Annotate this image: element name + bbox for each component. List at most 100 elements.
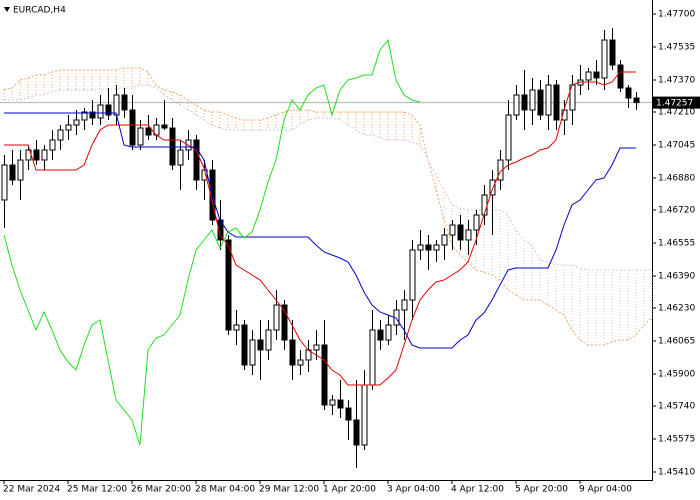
candle-body bbox=[361, 384, 368, 446]
candle-body bbox=[489, 179, 496, 196]
candle-body bbox=[121, 94, 128, 111]
candle-body bbox=[401, 299, 408, 311]
y-tick-label: 1.47700 bbox=[658, 10, 695, 20]
candle-body bbox=[505, 114, 512, 161]
x-tick-label: 9 Apr 04:00 bbox=[579, 485, 632, 495]
candle-body bbox=[633, 97, 640, 104]
chart-title: EURCAD,H4 bbox=[13, 6, 66, 16]
candle-body bbox=[57, 129, 64, 141]
candle-body bbox=[297, 359, 304, 366]
x-tick-label: 29 Mar 12:00 bbox=[259, 485, 319, 495]
candle-body bbox=[161, 124, 168, 129]
candle-body bbox=[545, 84, 552, 116]
candle-body bbox=[441, 234, 448, 246]
candle-body bbox=[105, 104, 112, 116]
indicator-line bbox=[3, 38, 421, 446]
candle-body bbox=[553, 84, 560, 121]
candle-body bbox=[193, 139, 200, 181]
candle-body bbox=[81, 111, 88, 121]
candle-body bbox=[289, 339, 296, 366]
candle-body bbox=[329, 399, 336, 406]
candle-body bbox=[249, 339, 256, 366]
candle-body bbox=[321, 344, 328, 406]
y-tick-label: 1.46720 bbox=[658, 206, 695, 216]
x-tick-label: 26 Mar 20:00 bbox=[131, 485, 191, 495]
candle-body bbox=[369, 329, 376, 386]
candle-body bbox=[593, 71, 600, 79]
candle-body bbox=[513, 94, 520, 116]
candle-body bbox=[113, 94, 120, 116]
y-tick-label: 1.46390 bbox=[658, 272, 695, 282]
y-tick-label: 1.47535 bbox=[658, 43, 695, 53]
y-tick-label: 1.45575 bbox=[658, 435, 695, 445]
y-tick-label: 1.45740 bbox=[658, 402, 695, 412]
candle-body bbox=[313, 344, 320, 351]
candle-body bbox=[529, 89, 536, 111]
candle-body bbox=[345, 407, 352, 421]
x-tick-label: 5 Apr 20:00 bbox=[515, 485, 568, 495]
candle-body bbox=[1, 164, 8, 201]
candle-body bbox=[473, 214, 480, 231]
y-tick-label: 1.47210 bbox=[658, 108, 695, 118]
candle-body bbox=[425, 244, 432, 251]
x-tick-label: 28 Mar 04:00 bbox=[195, 485, 255, 495]
candle-body bbox=[609, 39, 616, 66]
x-tick-label: 3 Apr 04:00 bbox=[387, 485, 440, 495]
candle-body bbox=[177, 149, 184, 166]
candle-body bbox=[265, 329, 272, 351]
candle-body bbox=[521, 94, 528, 111]
candle-body bbox=[17, 159, 24, 181]
candle-body bbox=[625, 87, 632, 99]
y-tick-label: 1.45410 bbox=[658, 468, 695, 478]
indicator-line bbox=[4, 71, 636, 386]
symbol-marker bbox=[4, 7, 10, 12]
candle-body bbox=[385, 324, 392, 341]
candle-body bbox=[241, 324, 248, 366]
candle-body bbox=[465, 229, 472, 241]
candle-body bbox=[433, 244, 440, 251]
candle-body bbox=[617, 64, 624, 89]
x-tick-label: 4 Apr 12:00 bbox=[451, 485, 504, 495]
candle-body bbox=[377, 329, 384, 341]
candle-body bbox=[129, 109, 136, 146]
candle-body bbox=[585, 71, 592, 81]
candle-body bbox=[601, 39, 608, 79]
candle-body bbox=[353, 419, 360, 446]
candle-body bbox=[457, 224, 464, 241]
y-tick-label: 1.47370 bbox=[658, 76, 695, 86]
candle-body bbox=[145, 127, 152, 136]
indicator-line bbox=[4, 112, 636, 349]
candle-body bbox=[41, 149, 48, 161]
candle-body bbox=[225, 239, 232, 331]
candle-body bbox=[257, 339, 264, 351]
candle-body bbox=[49, 139, 56, 151]
y-tick-label: 1.46555 bbox=[658, 239, 695, 249]
y-tick-label: 1.45900 bbox=[658, 370, 695, 380]
candle-body bbox=[337, 399, 344, 409]
x-tick-label: 22 Mar 2024 bbox=[3, 485, 60, 495]
candle-body bbox=[33, 149, 40, 161]
x-tick-label: 1 Apr 20:00 bbox=[323, 485, 376, 495]
candle-body bbox=[537, 89, 544, 116]
price-label-box bbox=[653, 96, 700, 109]
candle-body bbox=[89, 111, 96, 119]
candle-body bbox=[449, 224, 456, 236]
price-label: 1.47257 bbox=[656, 99, 693, 109]
candle-body bbox=[281, 304, 288, 341]
y-tick-label: 1.46230 bbox=[658, 304, 695, 314]
x-tick-label: 25 Mar 12:00 bbox=[67, 485, 127, 495]
candle-body bbox=[409, 249, 416, 301]
candle-body bbox=[137, 127, 144, 146]
candle-body bbox=[97, 104, 104, 119]
cloud-span bbox=[4, 84, 652, 271]
candle-body bbox=[65, 124, 72, 131]
y-tick-label: 1.47045 bbox=[658, 141, 695, 151]
y-tick-label: 1.46880 bbox=[658, 174, 695, 184]
cloud-span bbox=[3, 67, 653, 346]
candle-body bbox=[273, 304, 280, 331]
y-tick-label: 1.46065 bbox=[658, 337, 695, 347]
candle-body bbox=[73, 119, 80, 126]
candle-body bbox=[417, 244, 424, 251]
candle-body bbox=[9, 164, 16, 181]
